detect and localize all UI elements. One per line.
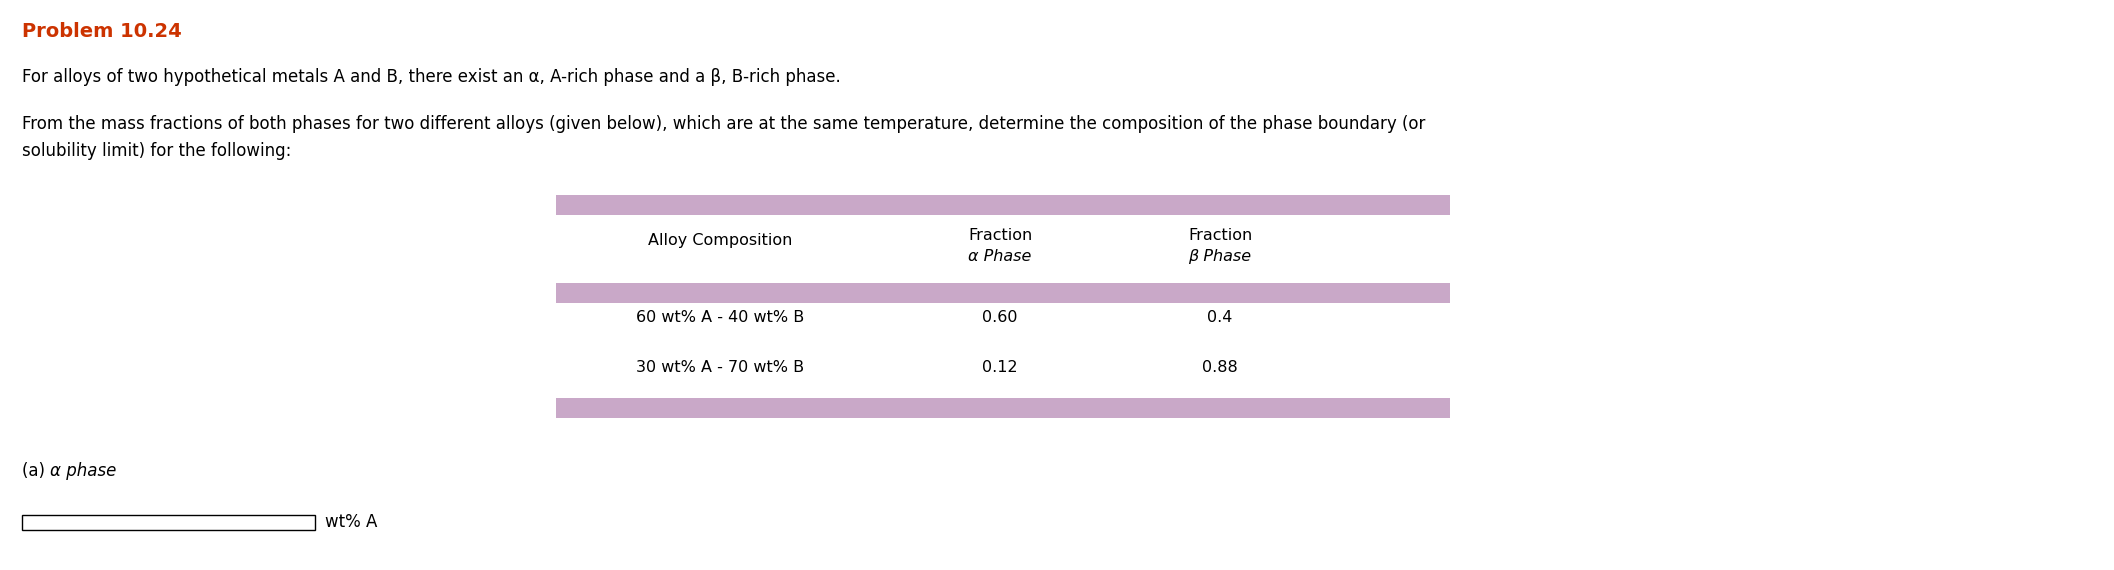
- Text: Alloy Composition: Alloy Composition: [647, 233, 793, 247]
- Text: wt% A: wt% A: [326, 513, 378, 531]
- Text: Fraction: Fraction: [1188, 228, 1251, 243]
- Text: From the mass fractions of both phases for two different alloys (given below), w: From the mass fractions of both phases f…: [21, 115, 1425, 133]
- Text: α Phase: α Phase: [968, 249, 1032, 264]
- Bar: [556, 195, 1450, 215]
- Text: Problem 10.24: Problem 10.24: [21, 22, 182, 41]
- Text: Fraction: Fraction: [968, 228, 1032, 243]
- Text: 60 wt% A - 40 wt% B: 60 wt% A - 40 wt% B: [636, 311, 803, 325]
- Bar: [21, 515, 315, 530]
- Text: For alloys of two hypothetical metals A and B, there exist an α, A-rich phase an: For alloys of two hypothetical metals A …: [21, 68, 841, 86]
- Text: (a): (a): [21, 462, 51, 480]
- Text: 0.12: 0.12: [983, 360, 1017, 376]
- Text: solubility limit) for the following:: solubility limit) for the following:: [21, 142, 292, 160]
- Text: α phase: α phase: [51, 462, 116, 480]
- Bar: [556, 283, 1450, 303]
- Text: 0.88: 0.88: [1203, 360, 1239, 376]
- Text: 0.4: 0.4: [1207, 311, 1232, 325]
- Text: 30 wt% A - 70 wt% B: 30 wt% A - 70 wt% B: [636, 360, 803, 376]
- Text: 0.60: 0.60: [983, 311, 1017, 325]
- Bar: [556, 398, 1450, 418]
- Text: β Phase: β Phase: [1188, 249, 1251, 264]
